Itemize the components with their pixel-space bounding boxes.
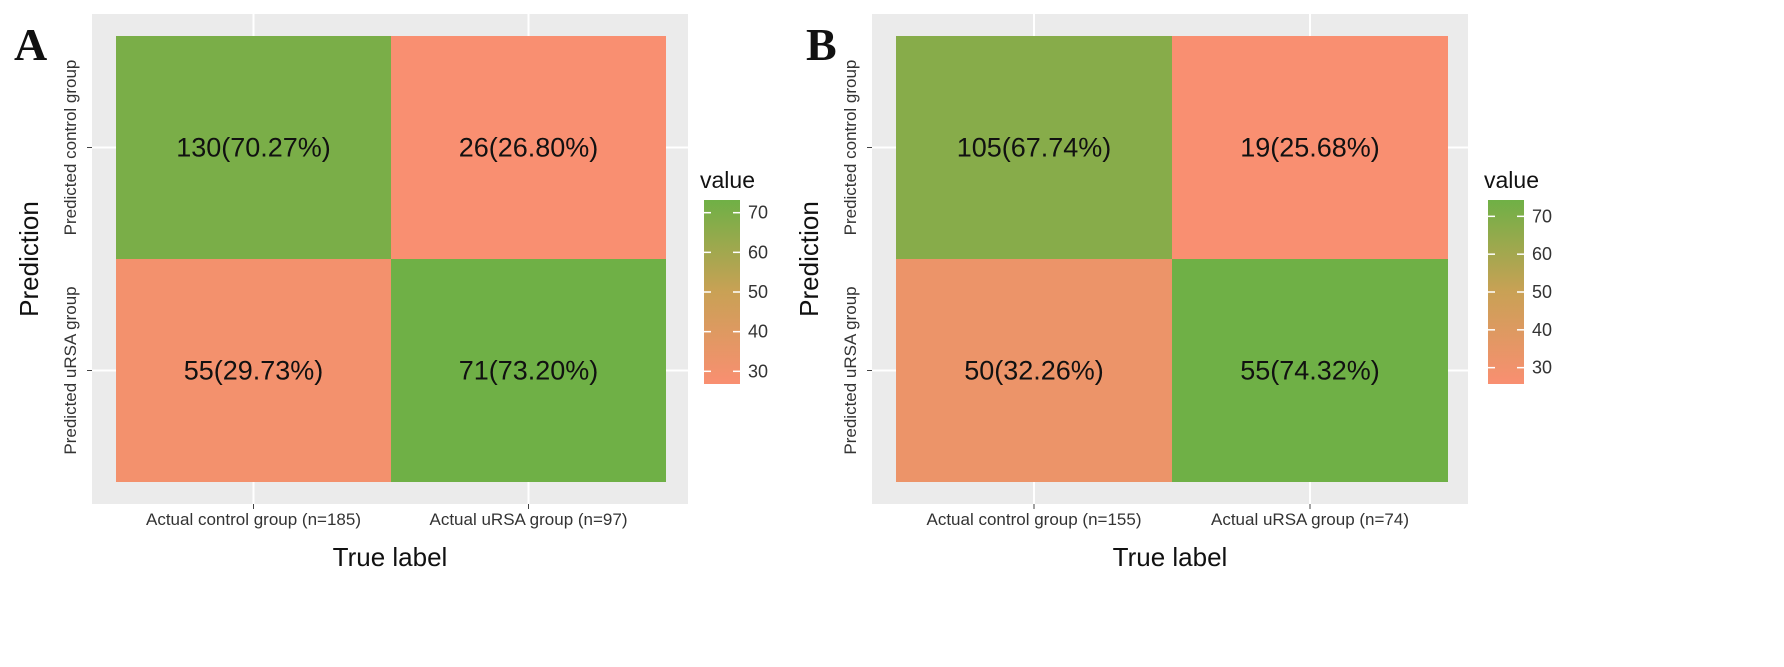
legend-tick-label: 60 (748, 242, 768, 262)
legend-tick-label: 30 (748, 361, 768, 381)
legend-tick-label: 70 (1532, 206, 1552, 226)
panel-letter: B (806, 19, 837, 70)
x-tick-label: Actual uRSA group (n=74) (1211, 510, 1409, 529)
legend-tick-label: 60 (1532, 244, 1552, 264)
cell-label: 26(26.80%) (459, 133, 599, 163)
cell-label: 71(73.20%) (459, 356, 599, 386)
y-axis-title: Prediction (794, 201, 824, 317)
legend-tick-label: 40 (1532, 320, 1552, 340)
heatmap-tile (391, 259, 666, 482)
heatmap-tile (1172, 259, 1448, 482)
panel-b: B 105(67.74%) 19(25.68%) 50(32.26%) 55(74.32… (794, 14, 1552, 572)
panel-letter: A (14, 19, 47, 70)
legend-tick-label: 50 (748, 282, 768, 302)
color-legend: value 70 60 50 40 30 (700, 167, 768, 384)
legend-tick-label: 50 (1532, 282, 1552, 302)
y-tick-label: Predicted uRSA group (61, 286, 80, 454)
heatmap-tile (391, 36, 666, 259)
x-axis-title: True label (333, 542, 448, 572)
heatmap-tile (896, 36, 1172, 259)
legend-tick-label: 40 (748, 322, 768, 342)
x-axis-title: True label (1113, 542, 1228, 572)
heatmap-tile (1172, 36, 1448, 259)
x-tick-label: Actual control group (n=155) (927, 510, 1142, 529)
cell-label: 19(25.68%) (1240, 133, 1380, 163)
cell-label: 50(32.26%) (964, 356, 1104, 386)
cell-label: 105(67.74%) (957, 133, 1112, 163)
y-tick-label: Predicted control group (841, 60, 860, 236)
legend-tick-label: 30 (1532, 358, 1552, 378)
legend-tick-label: 70 (748, 203, 768, 223)
cell-label: 55(29.73%) (184, 356, 324, 386)
heatmap-tile (896, 259, 1172, 482)
heatmap-tile (116, 36, 391, 259)
x-tick-label: Actual control group (n=185) (146, 510, 361, 529)
y-axis-title: Prediction (14, 201, 44, 317)
cell-label: 130(70.27%) (176, 133, 331, 163)
heatmap-tile (116, 259, 391, 482)
x-tick-label: Actual uRSA group (n=97) (430, 510, 628, 529)
panel-a: A 130(70.27%) 26(26.80%) 55(29.73%) 71(73.20… (14, 14, 768, 572)
color-legend: value 70 60 50 40 30 (1484, 167, 1552, 384)
y-tick-label: Predicted uRSA group (841, 286, 860, 454)
legend-title: value (700, 167, 755, 193)
legend-title: value (1484, 167, 1539, 193)
cell-label: 55(74.32%) (1240, 356, 1380, 386)
y-tick-label: Predicted control group (61, 60, 80, 236)
